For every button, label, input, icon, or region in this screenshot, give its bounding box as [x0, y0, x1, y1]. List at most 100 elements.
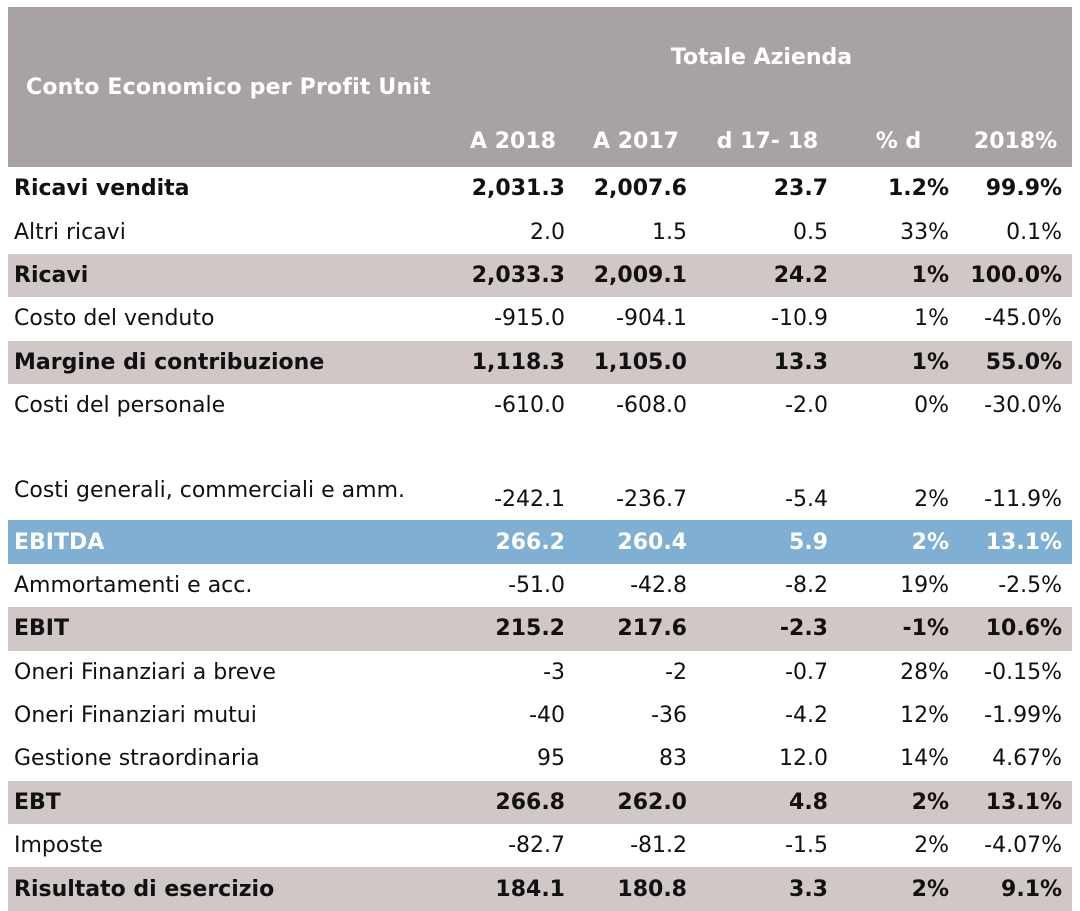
cell-pct-delta: 0%	[914, 393, 949, 419]
cell-a2018: 1,118.3	[451, 340, 575, 384]
row-altri-ricavi: Altri ricavi 2.0 1.5 0.5 33% 0.1%	[8, 210, 1072, 253]
cell-share-2018: 9.1%	[959, 867, 1073, 911]
cell-a2018: -51.0	[508, 572, 565, 598]
cell-delta: -4.2	[785, 703, 828, 729]
cell-a2018: -3	[543, 659, 565, 685]
row-label: EBT	[8, 780, 451, 825]
cell-a2017: -81.2	[630, 833, 687, 859]
cell-a2018: 184.1	[451, 867, 575, 911]
cell-a2018: 95	[537, 746, 565, 772]
cell-share-2018: 13.1%	[959, 520, 1073, 564]
cell-delta: 13.3	[697, 340, 838, 384]
cell-delta: 24.2	[697, 253, 838, 298]
row-label: EBITDA	[8, 520, 451, 564]
cell-a2017: -236.7	[616, 487, 687, 513]
cell-a2017: 2,009.1	[575, 253, 697, 298]
cell-delta: 5.9	[697, 520, 838, 564]
row-gestione-straordinaria: Gestione straordinaria 95 83 12.0 14% 4.…	[8, 737, 1072, 780]
cell-delta: 23.7	[773, 176, 828, 202]
row-label: Oneri Finanziari a breve	[14, 659, 276, 685]
cell-pct-delta: 28%	[900, 659, 949, 685]
cell-delta: -10.9	[771, 306, 828, 332]
cell-a2017: -36	[651, 703, 687, 729]
row-costo-del-venduto: Costo del venduto -915.0 -904.1 -10.9 1%…	[8, 297, 1072, 340]
row-ebitda: EBITDA 266.2 260.4 5.9 2% 13.1%	[8, 520, 1073, 564]
row-ricavi: Ricavi 2,033.3 2,009.1 24.2 1% 100.0%	[8, 253, 1073, 298]
row-label: Imposte	[14, 833, 103, 859]
row-oneri-finanziari-mutui: Oneri Finanziari mutui -40 -36 -4.2 12% …	[8, 694, 1072, 737]
row-ammortamenti: Ammortamenti e acc. -51.0 -42.8 -8.2 19%…	[8, 564, 1072, 607]
cell-pct-delta: 1.2%	[887, 176, 949, 202]
cell-pct-delta: 12%	[900, 703, 949, 729]
row-label: Risultato di esercizio	[8, 867, 451, 911]
cell-a2017: 262.0	[575, 780, 697, 825]
cell-share-2018: 55.0%	[959, 340, 1073, 384]
row-label: Margine di contribuzione	[8, 340, 451, 384]
table-header: Conto Economico per Profit Unit Totale A…	[8, 7, 1073, 167]
cell-a2017: 260.4	[575, 520, 697, 564]
column-header-delta: d 17- 18	[697, 116, 838, 167]
cell-share-2018: 0.1%	[1006, 219, 1063, 245]
cell-delta: 0.5	[793, 219, 828, 245]
row-costi-generali: Costi generali, commerciali e amm. -242.…	[8, 427, 1072, 520]
cell-pct-delta: 2%	[914, 833, 949, 859]
cell-delta: -1.5	[785, 833, 828, 859]
row-label: Costi generali, commerciali e amm.	[14, 478, 406, 504]
cell-delta: 12.0	[779, 746, 828, 772]
cell-share-2018: 4.67%	[992, 746, 1063, 772]
cell-a2018: 2.0	[530, 219, 565, 245]
cell-delta: -5.4	[785, 487, 828, 513]
cell-share-2018: -0.15%	[984, 659, 1063, 685]
cell-pct-delta: 2%	[838, 780, 959, 825]
cell-pct-delta: 2%	[914, 487, 949, 513]
cell-pct-delta: 19%	[900, 572, 949, 598]
cell-share-2018: -30.0%	[984, 393, 1063, 419]
cell-a2017: 1,105.0	[575, 340, 697, 384]
cell-share-2018: -45.0%	[984, 306, 1063, 332]
cell-delta: 3.3	[697, 867, 838, 911]
cell-pct-delta: -1%	[838, 607, 959, 651]
cell-delta: -0.7	[785, 659, 828, 685]
cell-a2018: -915.0	[494, 306, 565, 332]
cell-a2018: 2,031.3	[471, 176, 565, 202]
cell-a2017: 217.6	[575, 607, 697, 651]
cell-delta: -8.2	[785, 572, 828, 598]
row-ricavi-vendita: Ricavi vendita 2,031.3 2,007.6 23.7 1.2%…	[8, 167, 1072, 210]
cell-pct-delta: 2%	[838, 520, 959, 564]
cell-share-2018: -1.99%	[984, 703, 1063, 729]
cell-a2017: -42.8	[630, 572, 687, 598]
cell-a2018: -40	[529, 703, 565, 729]
row-label: Ammortamenti e acc.	[14, 572, 253, 598]
column-header-a2017: A 2017	[575, 116, 697, 167]
cell-share-2018: 10.6%	[959, 607, 1073, 651]
row-label: Ricavi vendita	[14, 176, 190, 202]
cell-a2018: -610.0	[494, 393, 565, 419]
table-title: Conto Economico per Profit Unit	[8, 7, 451, 167]
cell-pct-delta: 1%	[914, 306, 949, 332]
column-group-header: Totale Azienda	[451, 7, 1073, 117]
row-imposte: Imposte -82.7 -81.2 -1.5 2% -4.07%	[8, 824, 1072, 867]
row-label: EBIT	[8, 607, 451, 651]
cell-a2017: 180.8	[575, 867, 697, 911]
cell-pct-delta: 33%	[900, 219, 949, 245]
cell-pct-delta: 1%	[838, 340, 959, 384]
cell-a2018: 215.2	[451, 607, 575, 651]
income-statement: Conto Economico per Profit Unit Totale A…	[8, 7, 1073, 911]
row-oneri-finanziari-breve: Oneri Finanziari a breve -3 -2 -0.7 28% …	[8, 651, 1072, 694]
cell-a2018: -82.7	[508, 833, 565, 859]
cell-a2017: -904.1	[616, 306, 687, 332]
cell-pct-delta: 14%	[900, 746, 949, 772]
row-label: Oneri Finanziari mutui	[14, 703, 257, 729]
row-label: Gestione straordinaria	[14, 746, 260, 772]
cell-delta: -2.3	[697, 607, 838, 651]
cell-a2017: -608.0	[616, 393, 687, 419]
column-header-pct-delta: % d	[838, 116, 959, 167]
cell-a2017: 2,007.6	[593, 176, 687, 202]
row-ebt: EBT 266.8 262.0 4.8 2% 13.1%	[8, 780, 1073, 825]
cell-a2018: 2,033.3	[451, 253, 575, 298]
cell-pct-delta: 1%	[838, 253, 959, 298]
cell-a2018: 266.8	[451, 780, 575, 825]
row-costi-del-personale: Costi del personale -610.0 -608.0 -2.0 0…	[8, 384, 1072, 427]
cell-a2017: 1.5	[652, 219, 687, 245]
cell-pct-delta: 2%	[838, 867, 959, 911]
